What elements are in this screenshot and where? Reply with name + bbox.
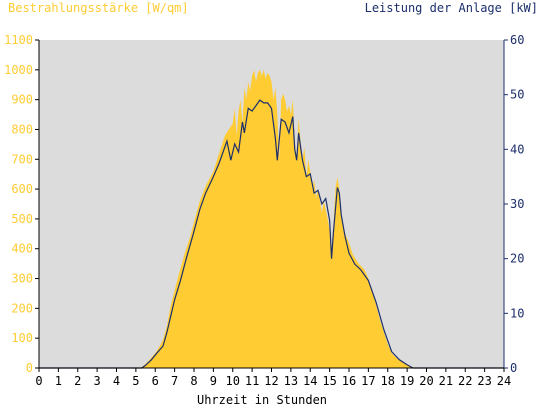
power-line: [39, 99, 504, 369]
left-tick-label: 100: [11, 331, 33, 345]
left-tick-label: 400: [11, 242, 33, 256]
x-tick-label: 14: [303, 374, 317, 388]
left-tick-label: 900: [11, 93, 33, 107]
right-tick-label: 50: [510, 88, 524, 102]
right-tick-labels: 0 10 20 30 40 50 60: [510, 33, 524, 375]
left-tick-label: 1000: [4, 63, 33, 77]
left-tick-label: 700: [11, 152, 33, 166]
left-tick-label: 300: [11, 272, 33, 286]
x-tick-label: 16: [342, 374, 356, 388]
left-tick-label: 600: [11, 182, 33, 196]
right-tick-label: 10: [510, 306, 524, 320]
left-tick-label: 1100: [4, 33, 33, 47]
x-tick-label: 11: [245, 374, 259, 388]
x-tick-label: 19: [400, 374, 414, 388]
right-tick-label: 60: [510, 33, 524, 47]
right-tick-label: 40: [510, 142, 524, 156]
x-tick-label: 24: [497, 374, 511, 388]
x-tick-label: 15: [322, 374, 336, 388]
irradiance-series: [39, 69, 504, 368]
power-series: [39, 99, 504, 369]
x-tick-label: 1: [55, 374, 62, 388]
x-tick-label: 8: [190, 374, 197, 388]
x-tick-label: 6: [152, 374, 159, 388]
x-tick-label: 20: [419, 374, 433, 388]
axes: [35, 39, 508, 372]
irradiance-area: [39, 69, 504, 368]
left-tick-label: 800: [11, 122, 33, 136]
x-tick-label: 12: [264, 374, 278, 388]
right-tick-label: 30: [510, 197, 524, 211]
x-tick-label: 17: [361, 374, 375, 388]
x-axis-title: Uhrzeit in Stunden: [197, 393, 327, 407]
right-tick-label: 20: [510, 252, 524, 266]
left-axis-title: Bestrahlungsstärke [W/qm]: [8, 1, 189, 15]
x-tick-label: 9: [210, 374, 217, 388]
left-tick-label: 500: [11, 212, 33, 226]
x-tick-label: 3: [94, 374, 101, 388]
x-tick-label: 7: [171, 374, 178, 388]
x-tick-label: 2: [74, 374, 81, 388]
x-tick-label: 22: [458, 374, 472, 388]
x-tick-label: 13: [284, 374, 298, 388]
right-tick-label: 0: [510, 361, 517, 375]
x-tick-label: 0: [35, 374, 42, 388]
right-axis-title: Leistung der Anlage [kW]: [365, 1, 538, 15]
left-tick-label: 200: [11, 301, 33, 315]
x-tick-label: 18: [381, 374, 395, 388]
x-tick-label: 23: [477, 374, 491, 388]
x-tick-label: 5: [132, 374, 139, 388]
x-tick-label: 4: [113, 374, 120, 388]
x-tick-labels: 0 1 2 3 4 5 6 7 8 9 10 11 12 13 14 15 16 17 18 19 20 21 22 23 24: [35, 374, 511, 388]
left-tick-labels: 0 100 200 300 400 500 600 700 800 900 1000 1100: [4, 33, 33, 375]
x-tick-label: 10: [226, 374, 240, 388]
x-tick-label: 21: [439, 374, 453, 388]
left-tick-label: 0: [26, 361, 33, 375]
